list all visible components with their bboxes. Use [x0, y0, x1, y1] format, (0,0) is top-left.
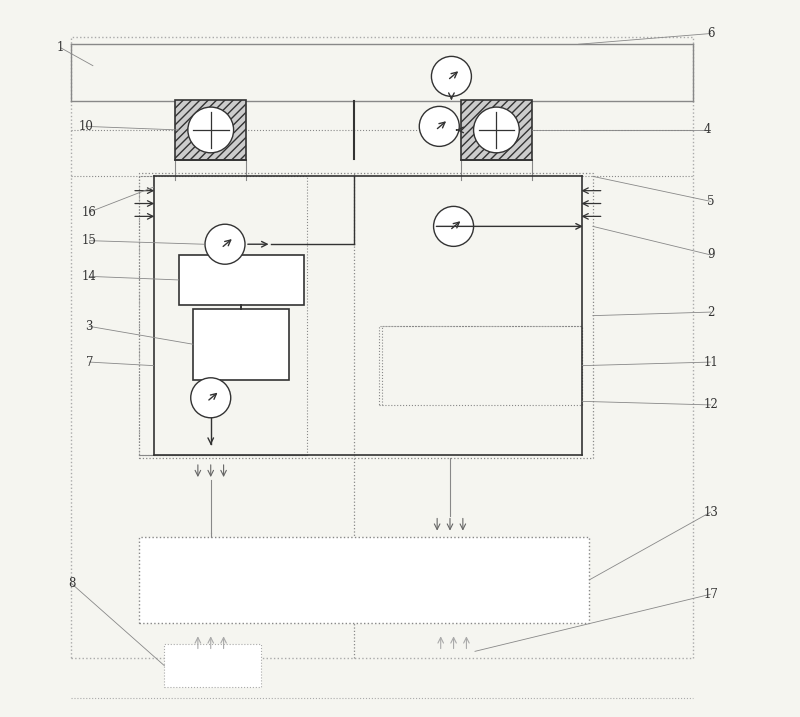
Bar: [164, 644, 261, 687]
Bar: [71, 37, 693, 658]
Text: 15: 15: [82, 234, 97, 247]
Bar: [139, 173, 593, 458]
Text: 13: 13: [703, 505, 718, 518]
Text: 11: 11: [703, 356, 718, 369]
Circle shape: [474, 107, 519, 153]
Text: 5: 5: [707, 195, 714, 208]
Circle shape: [190, 378, 230, 418]
Circle shape: [434, 206, 474, 247]
Circle shape: [188, 107, 234, 153]
Text: 14: 14: [82, 270, 97, 283]
Circle shape: [205, 224, 245, 265]
Bar: [178, 255, 303, 305]
Text: 17: 17: [703, 588, 718, 601]
Text: 2: 2: [707, 305, 714, 318]
Text: 9: 9: [707, 248, 714, 262]
Text: 3: 3: [86, 320, 93, 333]
Text: 12: 12: [703, 399, 718, 412]
Text: 7: 7: [86, 356, 93, 369]
Bar: [378, 326, 582, 405]
Bar: [175, 100, 246, 161]
Circle shape: [431, 57, 471, 96]
Text: 10: 10: [78, 120, 93, 133]
Text: 1: 1: [57, 42, 65, 54]
Text: 6: 6: [707, 27, 714, 40]
Text: 16: 16: [82, 206, 97, 219]
Bar: [139, 537, 590, 623]
Text: 8: 8: [68, 577, 75, 590]
Circle shape: [419, 106, 459, 146]
Bar: [139, 176, 307, 455]
Text: 4: 4: [703, 123, 711, 136]
Bar: [193, 308, 290, 380]
Bar: [461, 100, 532, 161]
